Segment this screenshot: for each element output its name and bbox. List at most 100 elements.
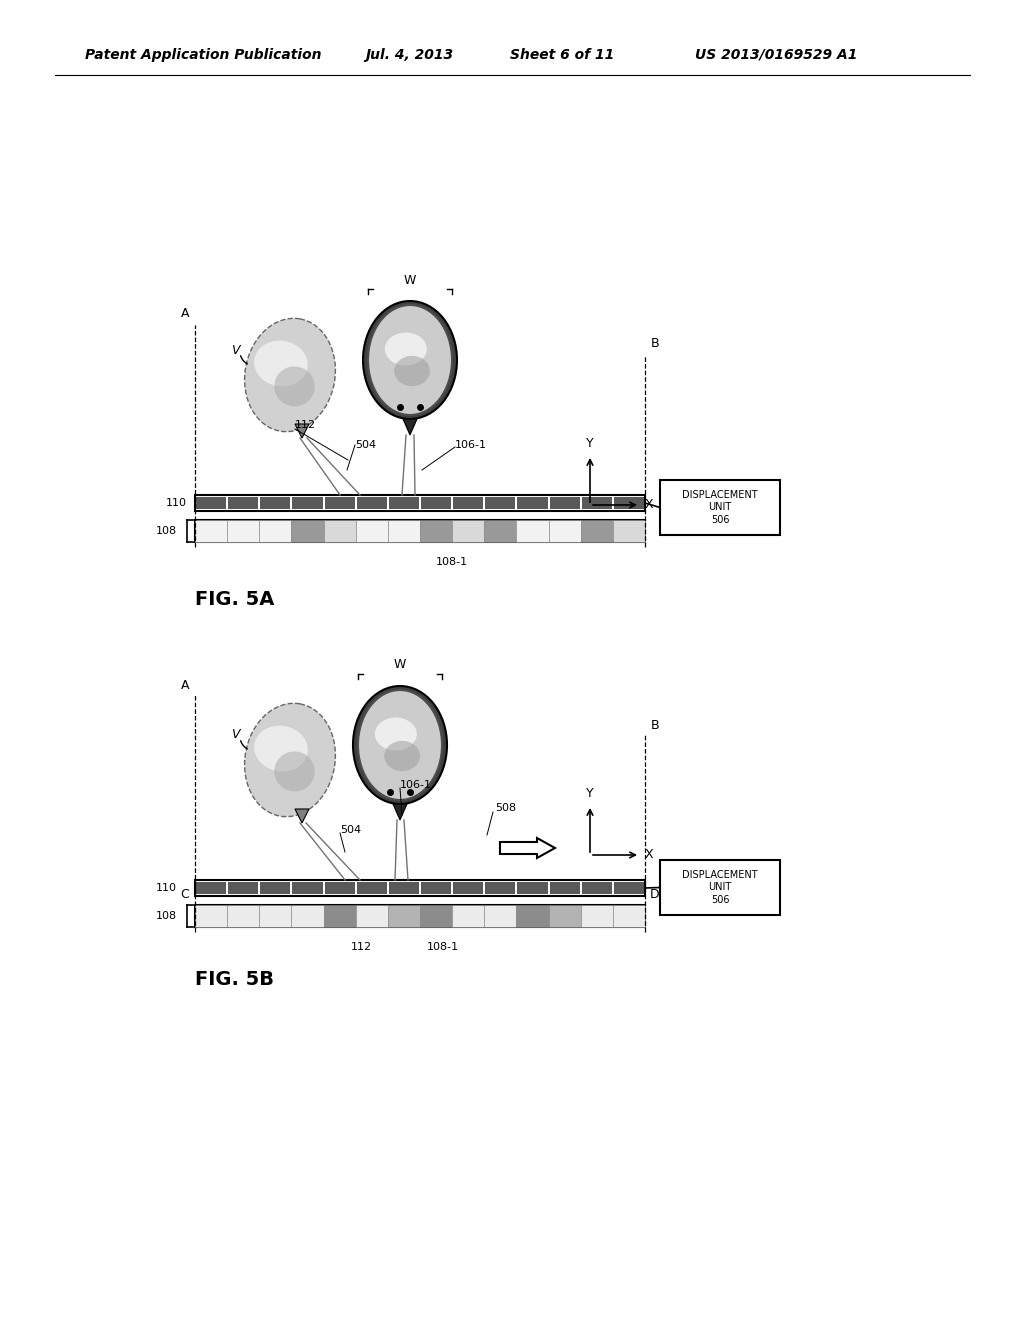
Bar	[195, 906, 227, 927]
Text: 112: 112	[295, 420, 316, 430]
Bar	[660, 861, 780, 915]
Text: 108-1: 108-1	[435, 557, 468, 568]
Ellipse shape	[245, 704, 336, 817]
Bar	[389, 882, 419, 894]
Text: 504: 504	[340, 825, 361, 836]
Text: Y: Y	[586, 787, 594, 800]
Text: Jul. 4, 2013: Jul. 4, 2013	[365, 48, 454, 62]
Bar	[517, 882, 548, 894]
Bar	[325, 882, 354, 894]
Bar	[453, 520, 484, 543]
Text: 508: 508	[495, 803, 516, 813]
Text: 112: 112	[351, 942, 372, 952]
Bar	[227, 520, 259, 543]
Bar	[356, 882, 387, 894]
Text: 506: 506	[711, 515, 729, 524]
Text: 504: 504	[355, 440, 376, 450]
Text: UNIT: UNIT	[709, 503, 731, 512]
Ellipse shape	[394, 356, 430, 387]
Text: V: V	[230, 343, 240, 356]
Bar	[453, 906, 484, 927]
Text: W: W	[394, 659, 407, 672]
Bar	[581, 906, 612, 927]
Ellipse shape	[274, 751, 314, 792]
Bar	[582, 882, 612, 894]
Bar	[516, 906, 549, 927]
Bar	[454, 498, 483, 510]
Polygon shape	[403, 418, 417, 436]
Bar	[613, 882, 644, 894]
Text: X: X	[645, 499, 653, 511]
Bar	[388, 520, 420, 543]
Bar	[660, 480, 780, 535]
Ellipse shape	[274, 367, 314, 407]
Bar	[260, 882, 291, 894]
Bar	[260, 498, 291, 510]
Polygon shape	[295, 809, 309, 822]
Bar	[195, 520, 645, 543]
Ellipse shape	[384, 741, 420, 771]
Text: DISPLACEMENT: DISPLACEMENT	[682, 491, 758, 500]
Bar	[421, 882, 452, 894]
Ellipse shape	[358, 690, 442, 800]
FancyArrow shape	[500, 838, 555, 858]
Text: V: V	[230, 729, 240, 742]
Ellipse shape	[353, 686, 447, 804]
Text: UNIT: UNIT	[709, 883, 731, 892]
Bar	[612, 520, 645, 543]
Bar	[612, 906, 645, 927]
Ellipse shape	[362, 301, 457, 418]
Bar	[517, 498, 548, 510]
Bar	[454, 882, 483, 894]
Text: W: W	[403, 273, 416, 286]
Text: Patent Application Publication: Patent Application Publication	[85, 48, 322, 62]
Bar	[484, 520, 516, 543]
Bar	[259, 520, 292, 543]
Bar	[355, 906, 388, 927]
Text: B: B	[650, 719, 659, 733]
Bar	[227, 906, 259, 927]
Text: 106-1: 106-1	[400, 780, 432, 789]
Bar	[549, 520, 581, 543]
Bar	[195, 520, 227, 543]
Text: DISPLACEMENT: DISPLACEMENT	[682, 870, 758, 880]
Bar	[581, 520, 612, 543]
Bar	[228, 498, 258, 510]
Text: B: B	[650, 337, 659, 350]
Bar	[420, 520, 453, 543]
Bar	[324, 520, 355, 543]
Bar	[325, 498, 354, 510]
Text: A: A	[181, 308, 189, 319]
Bar	[324, 906, 355, 927]
Text: X: X	[645, 849, 653, 862]
Ellipse shape	[385, 333, 427, 366]
Text: 108: 108	[156, 525, 177, 536]
Text: US 2013/0169529 A1: US 2013/0169529 A1	[695, 48, 857, 62]
Bar	[259, 906, 292, 927]
Text: 506: 506	[711, 895, 729, 904]
Text: 108: 108	[156, 911, 177, 921]
Bar	[293, 882, 323, 894]
Text: FIG. 5B: FIG. 5B	[195, 970, 274, 989]
Bar	[389, 498, 419, 510]
Polygon shape	[393, 804, 407, 820]
Ellipse shape	[375, 718, 417, 751]
Polygon shape	[295, 424, 309, 438]
Bar	[549, 906, 581, 927]
Bar	[196, 498, 226, 510]
Text: A: A	[181, 678, 189, 692]
Text: C: C	[180, 888, 189, 902]
Bar	[485, 882, 515, 894]
Bar	[550, 498, 580, 510]
Bar	[292, 520, 324, 543]
Bar	[196, 882, 226, 894]
Text: Sheet 6 of 11: Sheet 6 of 11	[510, 48, 614, 62]
Bar	[613, 498, 644, 510]
Text: 108-1: 108-1	[426, 942, 459, 952]
Ellipse shape	[368, 305, 452, 414]
Bar	[355, 520, 388, 543]
Bar	[582, 498, 612, 510]
Text: FIG. 5A: FIG. 5A	[195, 590, 274, 609]
Bar	[485, 498, 515, 510]
Bar	[388, 906, 420, 927]
